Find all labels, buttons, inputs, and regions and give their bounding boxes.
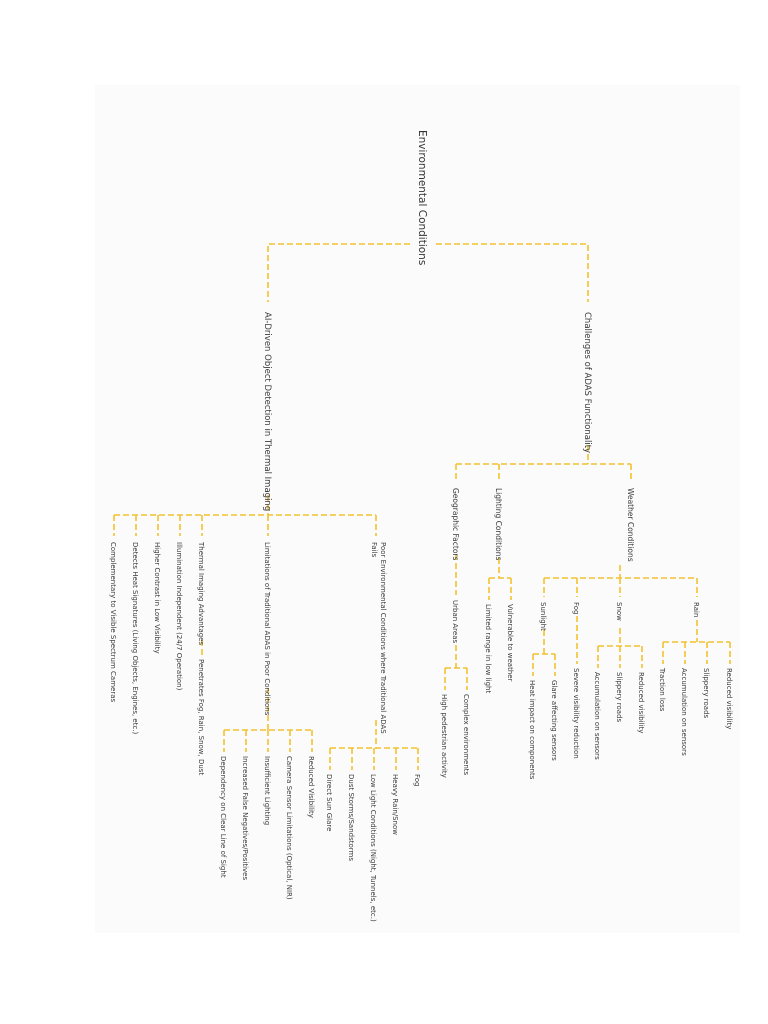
node-geographic-label: Geographic Factors — [451, 488, 460, 561]
leaf-lim-false-negatives: Increased False Negatives/Positives — [241, 756, 249, 880]
leaf-sunlight-heat: Heat impact on components — [528, 680, 536, 780]
leaf-lim-reduced-visibility: Reduced Visibility — [307, 756, 315, 818]
leaf-rain-accumulation: Accumulation on sensors — [680, 668, 688, 756]
node-poor-conditions-label-2: Fails — [370, 542, 378, 558]
leaf-lim-insufficient-lighting: Insufficient Lighting — [263, 756, 271, 825]
leaf-urban-complex: Complex environments — [462, 694, 470, 776]
node-challenges-label: Challenges of ADAS Functionality — [582, 312, 592, 453]
leaf-penetrates-fog: Penetrates Fog, Rain, Snow, Dust — [197, 659, 205, 775]
leaf-complementary: Complementary to Visible Spectrum Camera… — [109, 542, 117, 702]
leaf-poor-heavy-rain: Heavy Rain/Snow — [391, 774, 399, 835]
node-weather-label: Weather Conditions — [626, 488, 635, 562]
leaf-urban-pedestrian: High pedestrian activity — [440, 694, 448, 778]
leaf-lim-camera-sensor: Camera Sensor Limitations (Optical, NIR) — [285, 756, 293, 900]
connector-lines — [113, 243, 731, 770]
leaf-illumination-independent: Illumination Independent (24/7 Operation… — [175, 542, 183, 691]
leaf-heat-signatures: Detects Heat Signatures (Living Objects,… — [131, 542, 139, 735]
leaf-rain-reduced-visibility: Reduced visibility — [725, 668, 733, 729]
leaf-higher-contrast: Higher Contrast in Low Visibility — [153, 542, 161, 654]
leaf-poor-dust: Dust Storms/Sandstorms — [347, 774, 355, 861]
node-thermal-label: AI-Driven Object Detection in Thermal Im… — [262, 312, 272, 511]
leaf-poor-low-light: Low Light Conditions (Night, Tunnels, et… — [369, 774, 377, 922]
root-node-label: Environmental Conditions — [416, 130, 428, 265]
leaf-lim-line-of-sight: Dependency on Clear Line of Sight — [219, 756, 227, 878]
node-limitations-label: Limitations of Traditional ADAS in Poor … — [263, 542, 271, 716]
node-snow-label: Snow — [615, 602, 623, 621]
leaf-snow-slippery-roads: Slippery roads — [615, 672, 623, 723]
diagram-background — [95, 85, 740, 933]
node-sunlight-label: Sunlight — [539, 602, 547, 631]
leaf-snow-accumulation: Accumulation on sensors — [593, 672, 601, 760]
leaf-lighting-limited-range: Limited range in low light — [484, 604, 492, 693]
leaf-snow-reduced-visibility: Reduced visibility — [637, 672, 645, 733]
leaf-rain-traction-loss: Traction loss — [658, 667, 666, 712]
leaf-poor-fog: Fog — [413, 774, 421, 787]
leaf-rain-slippery-roads: Slippery roads — [702, 668, 710, 719]
leaf-fog-severe-visibility: Severe visibility reduction — [572, 668, 580, 759]
node-urban-label: Urban Areas — [451, 600, 459, 644]
node-poor-conditions-label: Poor Environmental Conditions where Trad… — [379, 542, 387, 734]
node-advantages-label: Thermal Imaging Advantages — [197, 541, 205, 645]
node-lighting-label: Lighting Conditions — [494, 488, 503, 560]
node-rain-label: Rain — [692, 602, 700, 617]
leaf-poor-sun-glare: Direct Sun Glare — [325, 774, 333, 831]
node-fog-label: Fog — [572, 602, 580, 615]
leaf-sunlight-glare: Glare affecting sensors — [550, 680, 558, 761]
leaf-lighting-vulnerable: Vulnerable to weather — [506, 604, 514, 682]
